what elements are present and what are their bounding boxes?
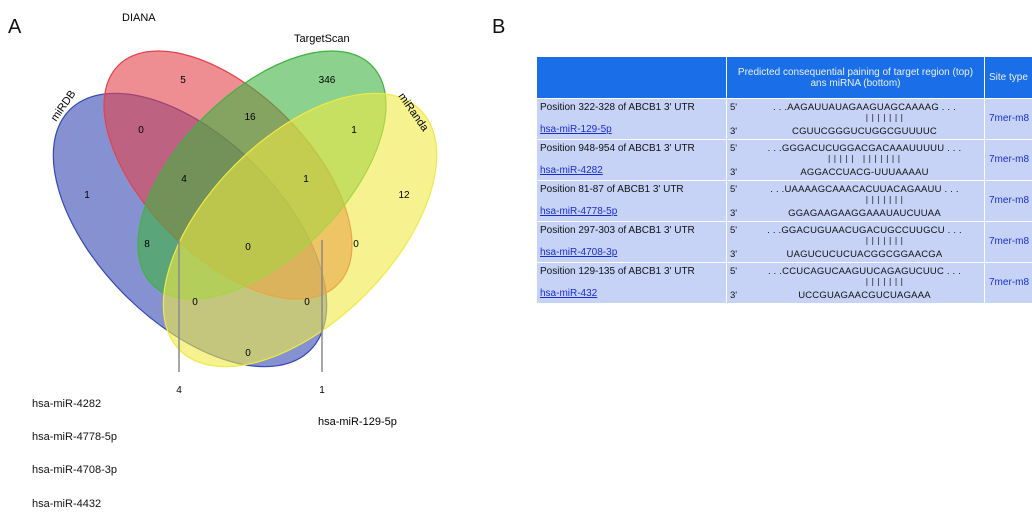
count-diana-miranda: 0 [353,239,359,250]
mirna-sequence: AGGACCUACG-UUUAAAAU [800,167,929,178]
left-mirna-item: hsa-miR-4778-5p [32,431,117,443]
pairing-bars: ||||||| [823,195,906,204]
position-text: Position 297-303 of ABCB1 3' UTR [540,225,695,236]
mirna-link[interactable]: hsa-miR-4778-5p [540,206,618,217]
position-cell: Position 322-328 of ABCB1 3' UTR hsa-miR… [536,98,727,140]
site-type-cell: 7mer-m8 [984,139,1032,181]
alignment-table-container: Predicted consequential paining of targe… [536,56,1032,304]
count-miranda-only: 12 [398,190,410,201]
position-text: Position 322-328 of ABCB1 3' UTR [540,102,695,113]
count-all-four: 0 [245,242,251,253]
mirna-sequence: UAGUCUCUCUACGGCGGAACGA [786,249,943,260]
diana-label: DIANA [122,12,156,24]
header-position [536,56,727,99]
table-header-row: Predicted consequential paining of targe… [536,56,1032,99]
mirna-link[interactable]: hsa-miR-129-5p [540,124,612,135]
three-prime-label: 3' [730,290,738,301]
position-text: Position 129-135 of ABCB1 3' UTR [540,266,695,277]
site-type-cell: 7mer-m8 [984,98,1032,140]
count-mirdb-targetscan-miranda: 0 [192,297,198,308]
count-targetscan-only: 346 [319,75,336,86]
right-mirna-label: hsa-miR-129-5p [318,416,397,428]
mirna-link[interactable]: hsa-miR-4282 [540,165,603,176]
count-mirdb-diana-miranda: 0 [304,297,310,308]
three-prime-label: 3' [730,167,738,178]
count-mirdb-diana-targetscan: 4 [181,174,187,185]
mirna-sequence: CGUUCGGGUCUGGCGUUUUC [792,126,937,137]
table-row: Position 297-303 of ABCB1 3' UTR hsa-miR… [536,221,1032,263]
venn-diagram: DIANA TargetScan miRDB miRanda 5 346 0 1… [49,12,438,428]
count-mirdb-diana: 0 [138,125,144,136]
pairing-cell: 5' . . .AAGAUUAUAGAAGUAGCAAAAG . . . |||… [726,98,985,140]
site-type-cell: 7mer-m8 [984,221,1032,263]
count-mirdb-targetscan: 8 [144,239,150,250]
site-type-cell: 7mer-m8 [984,180,1032,222]
table-row: Position 129-135 of ABCB1 3' UTR hsa-miR… [536,262,1032,304]
left-callout-value: 4 [176,385,182,396]
pairing-cell: 5' . . .CCUCAGUCAAGUUCAGAGUCUUC . . . ||… [726,262,985,304]
target-sequence: . . .AAGAUUAUAGAAGUAGCAAAAG . . . [773,102,956,113]
table-row: Position 322-328 of ABCB1 3' UTR hsa-miR… [536,98,1032,140]
three-prime-label: 3' [730,249,738,260]
panel-a-letter: A [8,16,22,38]
target-sequence: . . .GGGACUCUGGACGACAAAUUUUU . . . [767,143,962,154]
mirna-link[interactable]: hsa-miR-4708-3p [540,247,618,258]
position-cell: Position 129-135 of ABCB1 3' UTR hsa-miR… [536,262,727,304]
site-type-cell: 7mer-m8 [984,262,1032,304]
alignment-table: Predicted consequential paining of targe… [536,56,1032,304]
left-mirna-item: hsa-miR-4708-3p [32,464,117,476]
table-row: Position 948-954 of ABCB1 3' UTR hsa-miR… [536,139,1032,181]
position-cell: Position 297-303 of ABCB1 3' UTR hsa-miR… [536,221,727,263]
header-pairing: Predicted consequential paining of targe… [726,56,985,99]
mirna-sequence: UCCGUAGAACGUCUAGAAA [798,290,931,301]
target-sequence: . . .CCUCAGUCAAGUUCAGAGUCUUC . . . [767,266,962,277]
position-cell: Position 81-87 of ABCB1 3' UTR hsa-miR-4… [536,180,727,222]
pairing-bars: ||||||| [823,277,906,286]
count-diana-only: 5 [180,75,186,86]
target-sequence: . . .GGACUGUAACUGACUGCCUUGCU . . . [767,225,962,236]
pairing-cell: 5' . . .UAAAAGCAAACACUUACAGAAUU . . . ||… [726,180,985,222]
targetscan-label: TargetScan [294,33,350,45]
right-callout-value: 1 [319,385,325,396]
five-prime-label: 5' [730,102,738,113]
site-type-text: 7mer-m8 [989,154,1030,165]
table-row: Position 81-87 of ABCB1 3' UTR hsa-miR-4… [536,180,1032,222]
left-mirna-item: hsa-miR-4432 [32,498,102,510]
count-diana-targetscan-miranda: 1 [303,174,309,185]
mirna-sequence: GGAGAAGAAGGAAAUAUCUUAA [788,208,941,219]
site-type-text: 7mer-m8 [989,113,1030,124]
count-mirdb-miranda: 0 [245,348,251,359]
target-sequence: . . .UAAAAGCAAACACUUACAGAAUU . . . [770,184,959,195]
pairing-cell: 5' . . .GGGACUCUGGACGACAAAUUUUU . . . ||… [726,139,985,181]
miranda-set-shape [162,92,438,368]
mirna-link[interactable]: hsa-miR-432 [540,288,598,299]
site-type-text: 7mer-m8 [989,236,1030,247]
position-text: Position 948-954 of ABCB1 3' UTR [540,143,695,154]
pairing-cell: 5' . . .GGACUGUAACUGACUGCCUUGCU . . . ||… [726,221,985,263]
site-type-text: 7mer-m8 [989,277,1030,288]
left-mirna-item: hsa-miR-4282 [32,398,102,410]
position-text: Position 81-87 of ABCB1 3' UTR [540,184,684,195]
three-prime-label: 3' [730,126,738,137]
header-site-type: Site type [984,56,1032,99]
three-prime-label: 3' [730,208,738,219]
five-prime-label: 5' [730,184,738,195]
count-mirdb-only: 1 [84,190,90,201]
count-diana-targetscan: 16 [244,112,256,123]
pairing-bars: ||||||| [823,113,906,122]
site-type-text: 7mer-m8 [989,195,1030,206]
count-targetscan-miranda: 1 [351,125,357,136]
position-cell: Position 948-954 of ABCB1 3' UTR hsa-miR… [536,139,727,181]
pairing-bars: ||||| ||||||| [826,154,903,163]
panel-b-letter: B [492,16,506,38]
five-prime-label: 5' [730,143,738,154]
five-prime-label: 5' [730,225,738,236]
pairing-bars: ||||||| [823,236,906,245]
five-prime-label: 5' [730,266,738,277]
